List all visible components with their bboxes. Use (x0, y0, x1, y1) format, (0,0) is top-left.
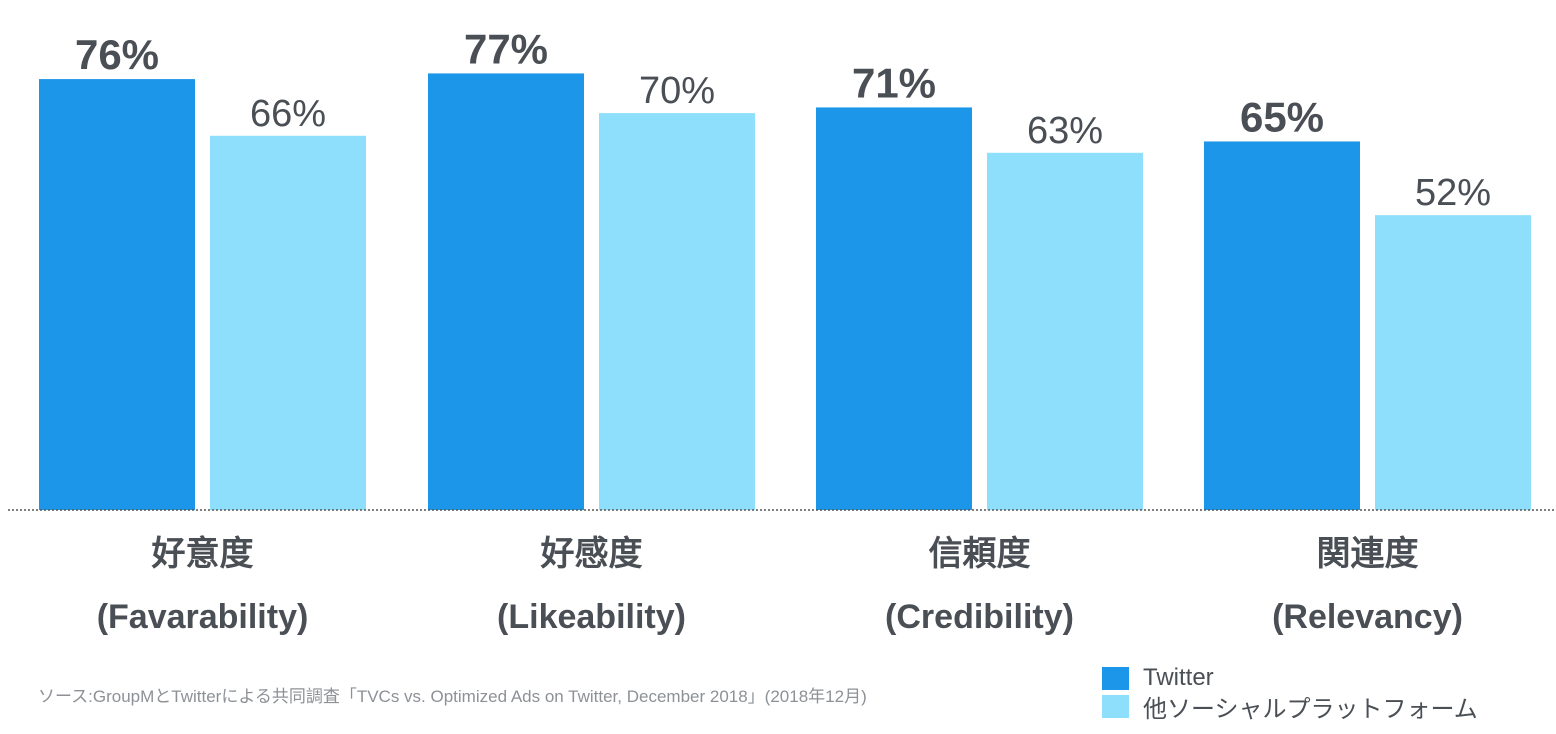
category-label-en-4: (Relevancy) (1272, 598, 1463, 636)
bar-twitter-3 (816, 107, 972, 511)
legend-label-twitter: Twitter (1143, 664, 1214, 691)
source-note: ソース:GroupMとTwitterによる共同調査「TVCs vs. Optim… (38, 687, 867, 706)
category-label-jp-4: 関連度 (1316, 535, 1419, 573)
legend: Twitter 他ソーシャルプラットフォーム (1102, 664, 1478, 723)
value-label-twitter-3: 71% (852, 59, 936, 106)
value-label-other-social-1: 66% (250, 93, 326, 135)
legend-swatch-twitter (1102, 666, 1129, 690)
category-label-en-1: (Favarability) (96, 598, 309, 636)
value-label-other-social-4: 52% (1415, 172, 1491, 214)
legend-item-twitter: Twitter (1102, 664, 1478, 692)
category-label-en-3: (Credibility) (885, 598, 1074, 636)
value-label-twitter-4: 65% (1240, 93, 1324, 140)
category-label-jp-1: 好意度 (151, 535, 254, 573)
value-label-other-social-3: 63% (1027, 110, 1103, 152)
bars-group (39, 73, 1531, 511)
legend-swatch-other-social (1102, 694, 1129, 718)
bar-twitter-2 (428, 73, 584, 510)
legend-label-other-social: 他ソーシャルプラットフォーム (1143, 695, 1478, 723)
category-label-en-2: (Likeability) (497, 598, 686, 636)
value-label-twitter-1: 76% (75, 31, 159, 78)
bar-twitter-4 (1204, 141, 1360, 510)
bar-twitter-1 (39, 79, 195, 510)
value-label-other-social-2: 70% (639, 70, 715, 112)
category-label-jp-3: 信頼度 (928, 535, 1031, 573)
category-label-jp-2: 好感度 (540, 535, 643, 573)
bar-other-social-2 (599, 113, 755, 510)
legend-item-other-social: 他ソーシャルプラットフォーム (1102, 692, 1478, 723)
value-label-twitter-2: 77% (464, 25, 548, 72)
value-labels-group: 76% 66% 77% 70% 71% 63% 65% 52% (75, 25, 1491, 214)
bar-other-social-4 (1375, 215, 1531, 510)
bar-other-social-3 (987, 152, 1143, 511)
bar-other-social-1 (210, 135, 366, 510)
